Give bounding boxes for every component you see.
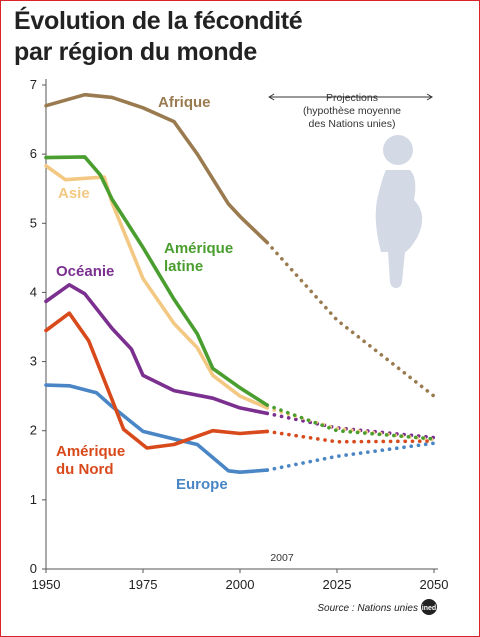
y-tick-label: 4	[30, 284, 37, 299]
projection-annotation: Projections (hypothèse moyenne des Natio…	[268, 92, 433, 130]
series-projection-afrique	[265, 240, 436, 398]
label-europe: Europe	[176, 476, 228, 493]
label-amerique-du-nord-2: du Nord	[56, 461, 114, 478]
series-lines	[44, 92, 436, 475]
label-amerique-latine-1: Amérique	[164, 240, 233, 257]
title-line-2: par région du monde	[14, 38, 257, 66]
y-tick-label: 2	[30, 423, 37, 438]
projection-arrow-right-head	[426, 93, 433, 101]
ined-logo-text: ined	[422, 605, 436, 612]
year-marker-2007: 2007	[270, 552, 294, 564]
series-projection-amerique-nord	[265, 429, 436, 444]
series-line-oceanie	[44, 282, 270, 416]
label-amerique-du-nord-1: Amérique	[56, 443, 125, 460]
pregnant-woman-silhouette	[375, 135, 423, 288]
title-line-1: Évolution de la fécondité	[14, 7, 303, 35]
y-tick-label: 1	[30, 492, 37, 507]
x-tick-label: 1950	[32, 577, 61, 592]
x-tick-label: 2050	[420, 577, 449, 592]
series-projection-europe	[265, 441, 436, 472]
x-tick-label: 2025	[323, 577, 352, 592]
ined-logo-icon	[421, 599, 437, 615]
source-text: Source : Nations unies	[317, 603, 418, 614]
label-asie: Asie	[58, 185, 90, 202]
series-projection-amerique-latine	[265, 403, 436, 441]
chart-title: Évolution de la fécondité par région du …	[14, 6, 303, 68]
projection-label-3: des Nations unies)	[309, 118, 396, 130]
series-projection-oceanie	[265, 411, 436, 440]
y-tick-label: 6	[30, 146, 37, 161]
projection-arrow-left-head	[268, 93, 275, 101]
series-line-afrique	[44, 92, 270, 245]
series-line-amerique-nord	[44, 311, 270, 450]
series-line-europe	[44, 383, 270, 475]
label-afrique: Afrique	[158, 94, 211, 111]
x-tick-label: 2000	[226, 577, 255, 592]
series-line-amerique-latine	[44, 155, 270, 407]
label-oceanie: Océanie	[56, 263, 114, 280]
series-line-asie	[44, 164, 270, 410]
y-tick-label: 7	[30, 77, 37, 92]
x-tick-label: 1975	[129, 577, 158, 592]
projection-label-2: (hypothèse moyenne	[303, 105, 401, 117]
y-tick-label: 3	[30, 354, 37, 369]
y-tick-label: 0	[30, 561, 37, 576]
axes: 0 1 2 3 4 5 6 7 1950 1975 2000 2025 2050	[30, 77, 449, 592]
projection-label-1: Projections	[326, 92, 378, 104]
y-tick-label: 5	[30, 215, 37, 230]
series-projection-asie	[265, 406, 436, 442]
label-amerique-latine-2: latine	[164, 258, 203, 275]
